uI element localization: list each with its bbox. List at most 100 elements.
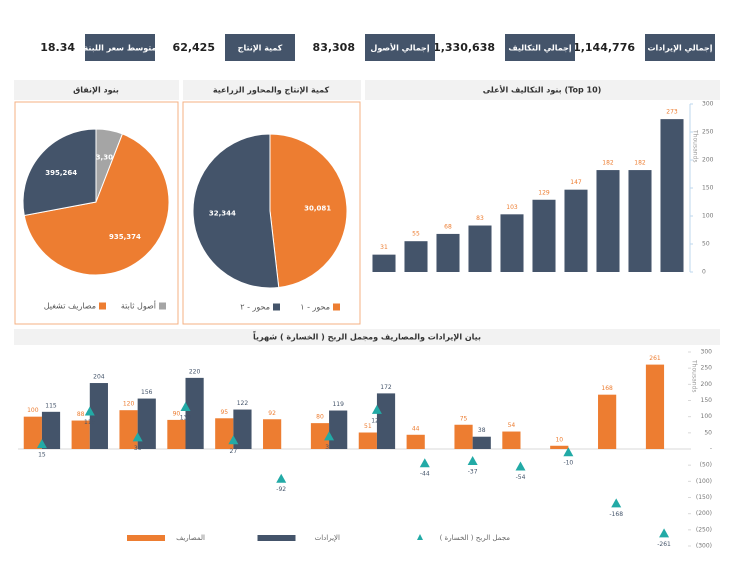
bar — [41, 411, 61, 449]
bar — [310, 423, 330, 449]
kpi-value: 18.34 — [40, 41, 75, 54]
y-tick-label: 300 — [702, 101, 714, 108]
legend-label: محور - ١ — [300, 303, 330, 312]
marker — [132, 432, 143, 442]
kpi-value: 1,144,776 — [573, 41, 635, 54]
marker — [180, 401, 191, 411]
marker — [419, 458, 430, 468]
bar — [185, 377, 204, 449]
y-tick-label: 50 — [702, 241, 710, 248]
bar — [502, 431, 521, 449]
panel-border — [182, 101, 361, 325]
y-tick-label: 0 — [702, 269, 706, 276]
bar — [215, 418, 234, 449]
kpi-box — [225, 34, 295, 61]
data-label: 55 — [412, 231, 420, 238]
bar — [660, 119, 684, 273]
bar — [628, 170, 652, 272]
data-label: 147 — [570, 179, 582, 186]
kpi-box — [85, 34, 155, 61]
y-tick-label: 200 — [701, 381, 713, 388]
bar — [468, 225, 492, 272]
data-label: 116 — [84, 419, 96, 426]
marker — [276, 473, 287, 483]
y-tick-label: (150) — [696, 494, 712, 501]
data-label: 68 — [444, 223, 452, 230]
legend-swatch — [159, 302, 166, 310]
data-label: 92 — [268, 410, 276, 417]
pie-slice — [23, 133, 170, 276]
y-tick-label: 250 — [702, 129, 714, 136]
legend-label: المصاريف — [176, 534, 205, 542]
data-label: 261 — [649, 355, 661, 362]
data-label: 172 — [380, 384, 392, 391]
data-label: 119 — [332, 401, 344, 408]
marker — [467, 455, 478, 465]
kpi-label: إجمالي الأصول — [370, 43, 429, 53]
data-label: 182 — [602, 160, 614, 167]
bar — [404, 241, 428, 272]
y-tick-label: - — [710, 446, 712, 453]
marker — [371, 404, 382, 414]
panel-header — [183, 80, 361, 100]
data-label: -37 — [468, 468, 478, 475]
kpi-box — [365, 34, 435, 61]
bar — [137, 398, 156, 449]
bar — [167, 419, 186, 449]
kpi-box — [505, 34, 575, 61]
data-label: 273 — [666, 109, 678, 116]
pie-slice — [269, 133, 348, 289]
y-tick-label: (300) — [696, 543, 712, 550]
data-label: 75 — [460, 415, 468, 422]
data-label: 83 — [476, 215, 484, 222]
data-label: 115 — [45, 402, 57, 409]
data-label: 395,264 — [45, 169, 77, 177]
bar — [372, 254, 396, 272]
data-label: 168 — [601, 385, 613, 392]
kpi-label: كمية الإنتاج — [238, 44, 283, 53]
data-label: 39 — [325, 444, 333, 451]
marker — [84, 406, 95, 416]
data-label: 220 — [189, 368, 201, 375]
data-label: -54 — [516, 474, 526, 481]
bar — [233, 409, 252, 449]
bar — [436, 233, 460, 272]
y-tick-label: 250 — [701, 365, 713, 372]
data-label: 182 — [634, 160, 646, 167]
kpi-value: 62,425 — [173, 41, 215, 54]
marker — [659, 528, 670, 538]
chart-title: بنود التكاليف الأعلى (Top 10) — [483, 85, 602, 95]
bar — [645, 364, 665, 449]
chart-title: كمية الإنتاج والمحاور الزراعية — [213, 86, 330, 95]
marker — [611, 498, 622, 508]
panel-header — [365, 80, 720, 100]
data-label: -261 — [657, 541, 671, 548]
data-label: 100 — [27, 407, 39, 414]
y-tick-label: 150 — [702, 185, 714, 192]
bar — [23, 416, 42, 449]
kpi-value: 1,330,638 — [433, 41, 495, 54]
data-label: 27 — [230, 448, 238, 455]
y-tick-label: (200) — [696, 510, 712, 517]
legend-swatch — [417, 534, 423, 540]
legend-label: أصول ثابتة — [121, 301, 156, 311]
panel-border — [14, 101, 179, 325]
bar — [329, 410, 348, 449]
bar — [376, 393, 396, 449]
marker — [515, 461, 526, 471]
kpi-box — [645, 34, 715, 61]
data-label: 121 — [371, 417, 383, 424]
y-tick-label: 100 — [701, 413, 713, 420]
data-label: 38 — [478, 427, 486, 434]
data-label: 36 — [134, 445, 142, 452]
data-label: 130 — [180, 414, 192, 421]
y-tick-label: (250) — [696, 526, 712, 533]
data-label: 120 — [123, 401, 135, 408]
data-label: 122 — [237, 400, 249, 407]
data-label: 44 — [412, 425, 420, 432]
axis-title: Thousands — [691, 359, 698, 392]
bar — [119, 410, 138, 449]
marker — [36, 439, 47, 449]
data-label: 88 — [77, 411, 85, 418]
